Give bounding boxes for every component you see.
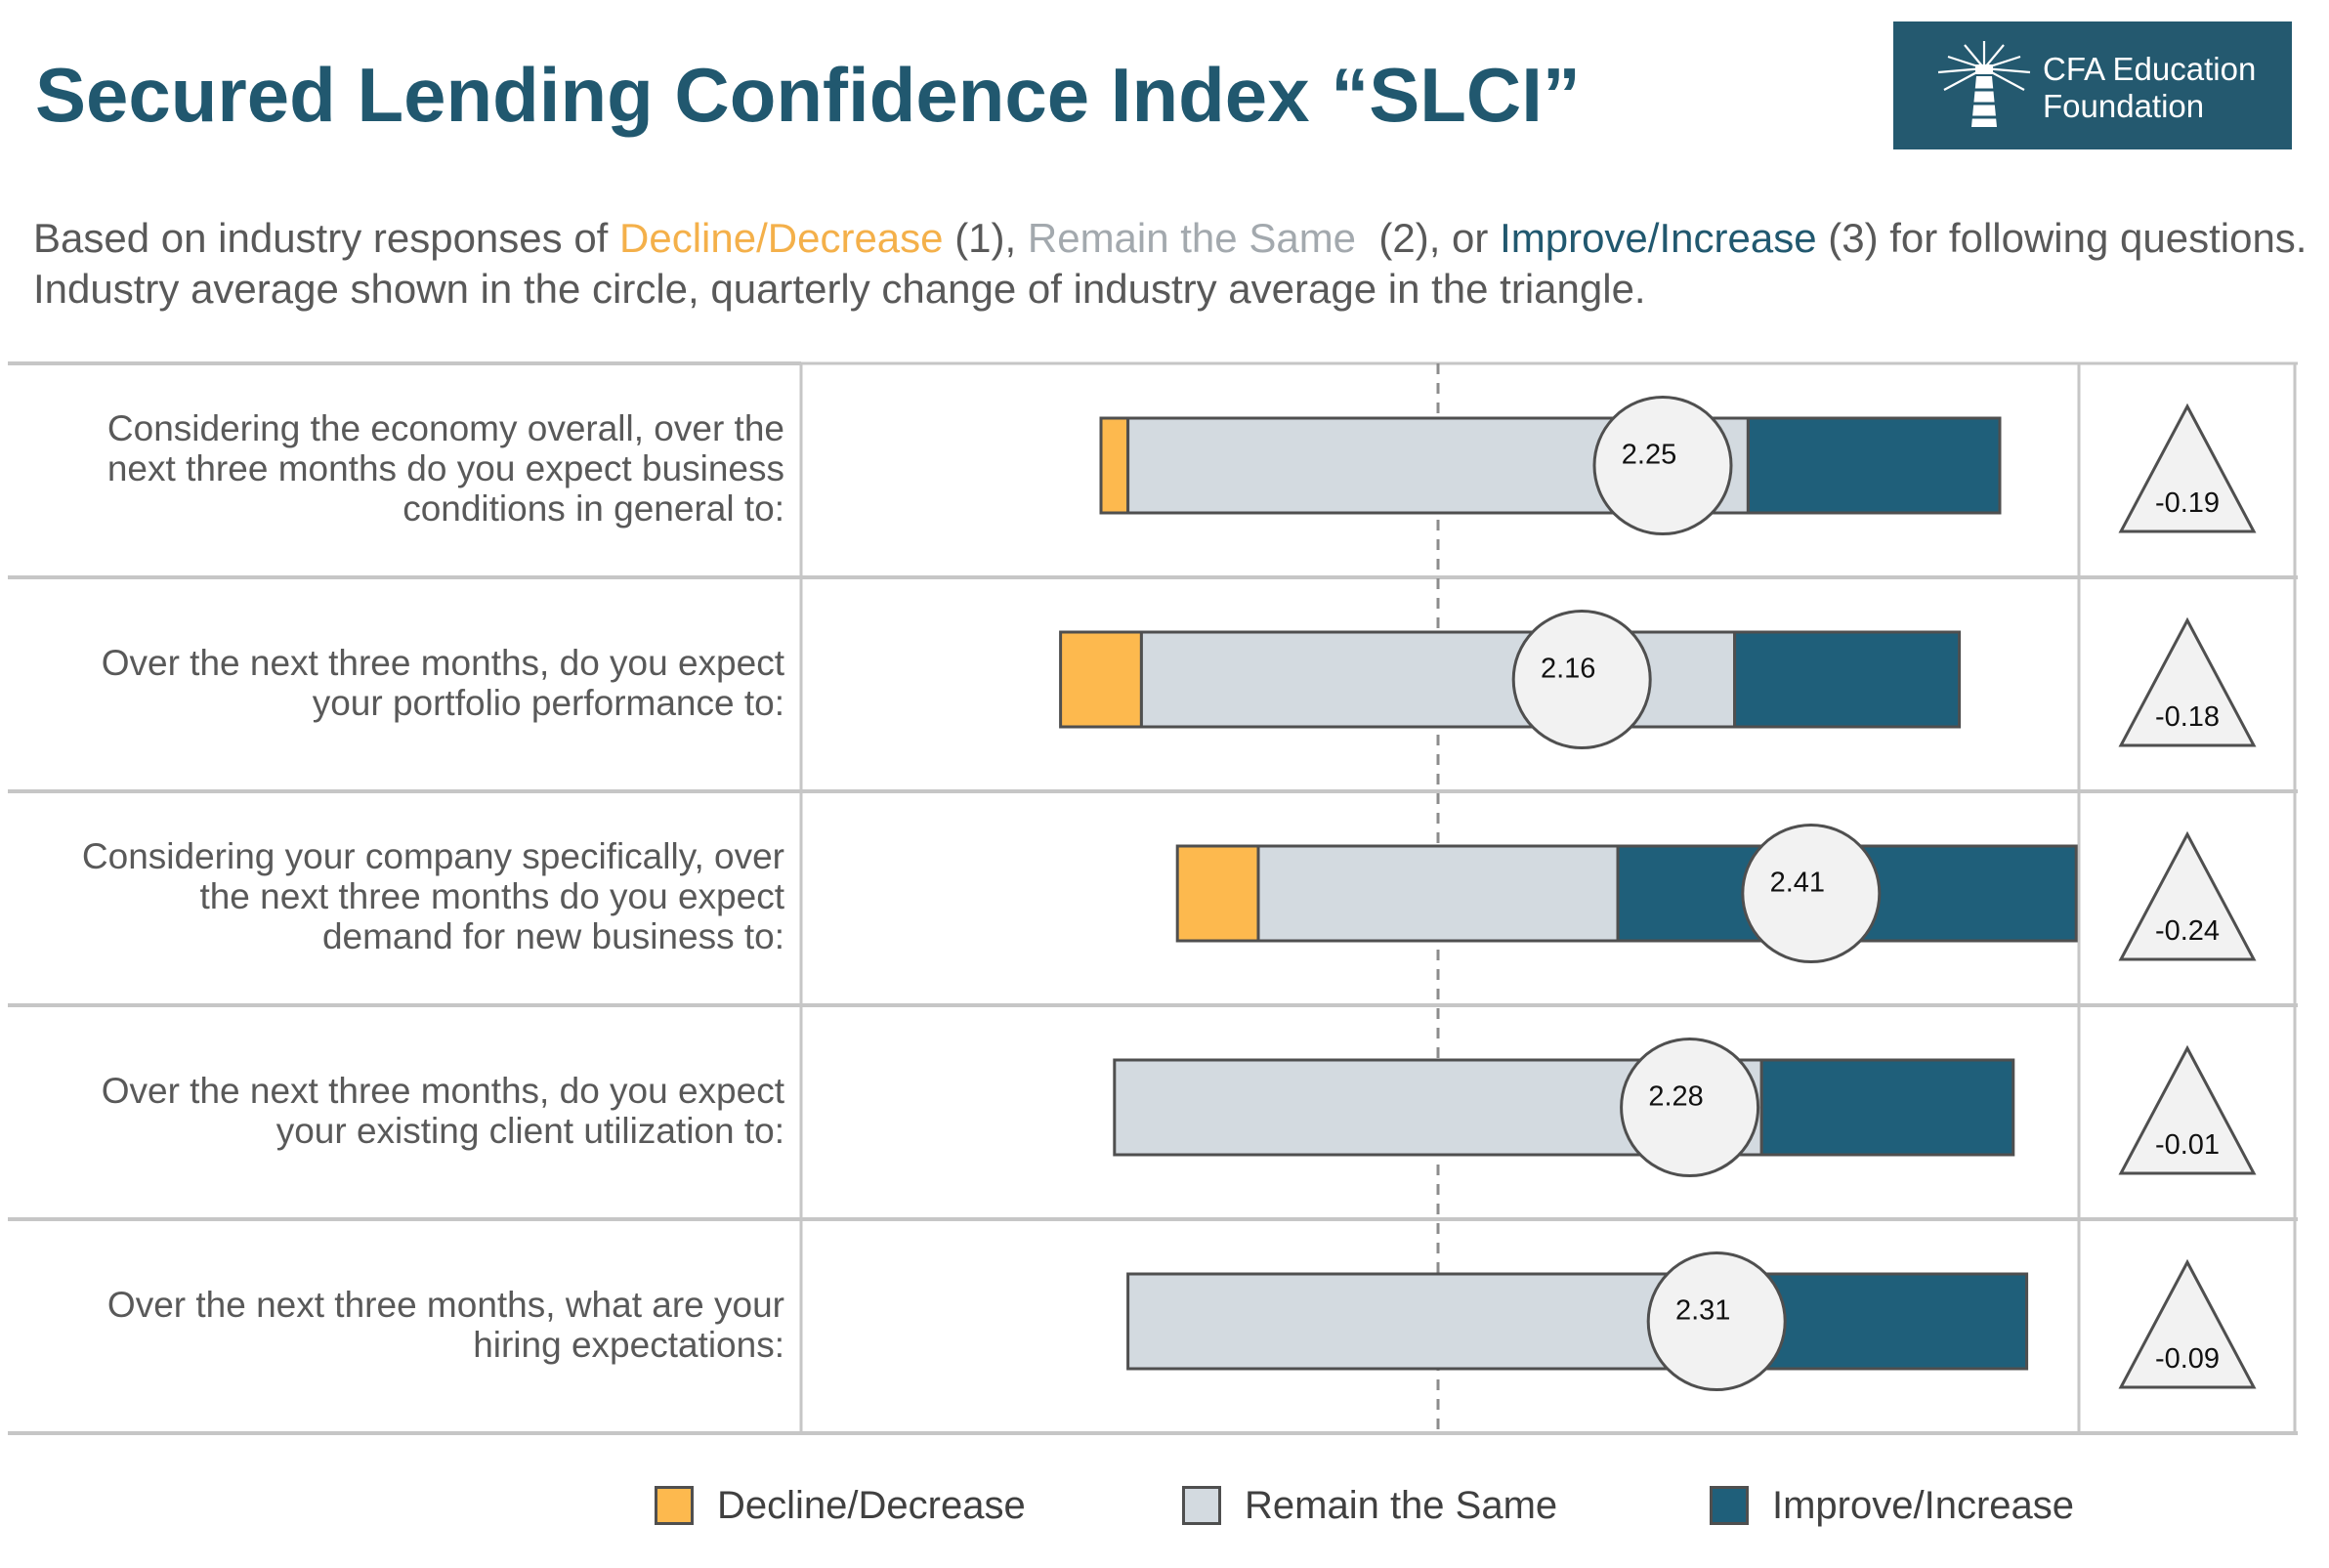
bar-decline	[1175, 844, 1260, 943]
lighthouse-icon	[1937, 41, 2031, 127]
question-text: Over the next three months, do you expec…	[102, 1071, 784, 1151]
logo: CFA Education Foundation	[1893, 21, 2292, 149]
average-circle	[1511, 610, 1652, 749]
bar-improve	[1733, 630, 1962, 729]
question-label: Considering your company specifically, o…	[0, 796, 784, 996]
change-label: -0.09	[2155, 1343, 2220, 1375]
change-label: -0.24	[2155, 915, 2220, 947]
subtitle-line-2: Industry average shown in the circle, qu…	[33, 266, 1646, 312]
change-label: -0.19	[2155, 487, 2220, 519]
bar-same	[1126, 1272, 1750, 1371]
question-line: Over the next three months, do you expec…	[101, 1070, 784, 1111]
average-circle	[1741, 824, 1882, 963]
change-triangle	[2118, 403, 2257, 533]
question-line: the next three months do you expect	[199, 876, 784, 916]
change-triangle	[2118, 830, 2257, 961]
subtitle-part-2: (2), or	[1356, 215, 1501, 261]
bar-improve	[1746, 1272, 2029, 1371]
change-triangle	[2118, 1044, 2257, 1175]
chart: 2.25 -0.19 2.16 -0.18 2.41 -0.24 2.28 -0.01 2.31…	[8, 361, 2298, 1435]
average-label: 2.16	[1541, 654, 1595, 685]
page-title: Secured Lending Confidence Index “SLCI”	[35, 52, 1581, 138]
question-label: Over the next three months, do you expec…	[0, 582, 784, 783]
subtitle: Based on industry responses of Decline/D…	[33, 213, 2307, 315]
legend-label-improve: Improve/Increase	[1772, 1483, 2075, 1527]
question-line: Over the next three months, what are you…	[106, 1284, 784, 1325]
subtitle-line-1: Based on industry responses of Decline/D…	[33, 213, 2307, 264]
legend-item-improve: Improve/Increase	[1710, 1481, 2074, 1530]
question-text: Over the next three months, do you expec…	[102, 643, 784, 723]
bar-same	[1256, 844, 1620, 943]
subtitle-improve: Improve/Increase	[1500, 215, 1817, 261]
average-label: 2.31	[1675, 1295, 1730, 1327]
average-circle	[1592, 396, 1733, 535]
question-line: Considering your company specifically, o…	[81, 836, 784, 876]
question-text: Considering your company specifically, o…	[82, 836, 784, 956]
average-label: 2.28	[1648, 1081, 1703, 1113]
change-label: -0.01	[2155, 1129, 2220, 1161]
bar-decline	[1099, 416, 1130, 515]
subtitle-same: Remain the Same	[1027, 215, 1357, 261]
average-label: 2.25	[1622, 440, 1676, 471]
legend-swatch-improve	[1710, 1486, 1749, 1525]
question-label: Over the next three months, do you expec…	[0, 1010, 784, 1210]
question-line: your portfolio performance to:	[312, 682, 784, 723]
legend-swatch-same	[1182, 1486, 1221, 1525]
question-text: Considering the economy overall, over th…	[107, 408, 784, 529]
legend-item-same: Remain the Same	[1182, 1481, 1557, 1530]
average-label: 2.41	[1770, 868, 1825, 899]
legend-label-same: Remain the Same	[1245, 1483, 1558, 1527]
question-text: Over the next three months, what are you…	[107, 1285, 784, 1365]
subtitle-part-1: (1),	[943, 215, 1028, 261]
question-line: hiring expectations:	[473, 1324, 784, 1365]
average-circle	[1620, 1038, 1760, 1177]
logo-line-1: CFA Education	[2043, 51, 2257, 87]
change-triangle	[2118, 1258, 2257, 1389]
subtitle-prefix: Based on industry responses of	[33, 215, 620, 261]
change-triangle	[2118, 616, 2257, 747]
bar-improve	[1759, 1058, 2015, 1157]
average-circle	[1646, 1251, 1787, 1391]
question-label: Over the next three months, what are you…	[0, 1224, 784, 1424]
question-label: Considering the economy overall, over th…	[0, 368, 784, 569]
change-label: -0.18	[2155, 701, 2220, 733]
question-line: demand for new business to:	[321, 916, 784, 956]
question-line: Over the next three months, do you expec…	[101, 642, 784, 683]
subtitle-suffix: (3) for following questions.	[1816, 215, 2308, 261]
question-line: your existing client utilization to:	[275, 1110, 784, 1151]
bar-decline	[1059, 630, 1143, 729]
bar-improve	[1746, 416, 2002, 515]
subtitle-decline: Decline/Decrease	[619, 215, 944, 261]
question-line: next three months do you expect business	[106, 448, 784, 488]
legend-swatch-decline	[655, 1486, 694, 1525]
question-line: Considering the economy overall, over th…	[106, 408, 784, 448]
question-line: conditions in general to:	[402, 488, 784, 529]
legend-item-decline: Decline/Decrease	[655, 1481, 1026, 1530]
logo-line-2: Foundation	[2043, 88, 2205, 124]
legend-label-decline: Decline/Decrease	[717, 1483, 1026, 1527]
